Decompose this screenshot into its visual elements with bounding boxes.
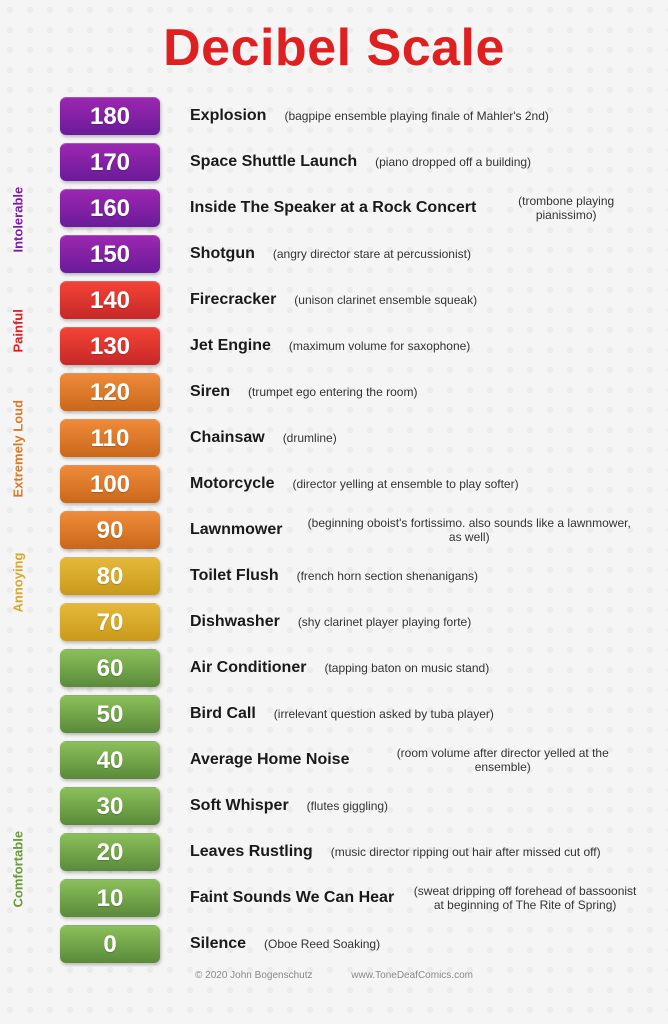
sound-label: Faint Sounds We Can Hear [190,889,394,907]
decibel-badge: 80 [60,557,160,595]
decibel-badge: 90 [60,511,160,549]
sound-label: Firecracker [190,291,276,309]
sound-label: Toilet Flush [190,567,279,585]
joke-text: (beginning oboist's fortissimo. also sou… [300,516,638,545]
category-label: Painful [11,293,26,353]
decibel-row: 150 Shotgun (angry director stare at percu… [60,234,638,274]
joke-text: (drumline) [283,431,337,445]
joke-text: (irrelevant question asked by tuba playe… [274,707,494,721]
footer: © 2020 John Bogenschutz www.ToneDeafComi… [30,970,638,981]
decibel-row: 0 Silence (Oboe Reed Soaking) [60,924,638,964]
sound-label: Inside The Speaker at a Rock Concert [190,199,476,217]
joke-text: (french horn section shenanigans) [297,569,478,583]
decibel-row: 40 Average Home Noise (room volume after d… [60,740,638,780]
decibel-badge: 130 [60,327,160,365]
decibel-row: 70 Dishwasher (shy clarinet player playing… [60,602,638,642]
joke-text: (trumpet ego entering the room) [248,385,417,399]
infographic-container: Decibel Scale Intolerable Painful Extremel… [0,0,668,991]
decibel-row: 60 Air Conditioner (tapping baton on music… [60,648,638,688]
decibel-badge: 40 [60,741,160,779]
decibel-row: 90 Lawnmower (beginning oboist's fortissim… [60,510,638,550]
decibel-badge: 180 [60,97,160,135]
copyright-text: © 2020 John Bogenschutz [195,970,312,981]
decibel-badge: 10 [60,879,160,917]
category-label: Annoying [11,553,26,613]
decibel-badge: 50 [60,695,160,733]
sound-label: Average Home Noise [190,751,349,769]
decibel-badge: 30 [60,787,160,825]
joke-text: (angry director stare at percussionist) [273,247,471,261]
decibel-row: 140 Firecracker (unison clarinet ensemble … [60,280,638,320]
decibel-badge: 70 [60,603,160,641]
sound-label: Soft Whisper [190,797,289,815]
decibel-row: 20 Leaves Rustling (music director ripping… [60,832,638,872]
joke-text: (trombone playing pianissimo) [494,194,638,223]
decibel-badge: 20 [60,833,160,871]
decibel-row: 130 Jet Engine (maximum volume for saxopho… [60,326,638,366]
sound-label: Leaves Rustling [190,843,313,861]
joke-text: (maximum volume for saxophone) [289,339,470,353]
joke-text: (flutes giggling) [307,799,388,813]
decibel-row: 80 Toilet Flush (french horn section shena… [60,556,638,596]
joke-text: (unison clarinet ensemble squeak) [294,293,477,307]
sound-label: Silence [190,935,246,953]
sound-label: Siren [190,383,230,401]
joke-text: (tapping baton on music stand) [324,661,489,675]
decibel-row: 120 Siren (trumpet ego entering the room) [60,372,638,412]
category-label: Extremely Loud [11,368,26,498]
category-label: Comfortable [11,658,26,908]
sound-label: Space Shuttle Launch [190,153,357,171]
decibel-badge: 170 [60,143,160,181]
joke-text: (Oboe Reed Soaking) [264,937,380,951]
sound-label: Jet Engine [190,337,271,355]
decibel-row: 110 Chainsaw (drumline) [60,418,638,458]
joke-text: (director yelling at ensemble to play so… [292,477,518,491]
decibel-row: 180 Explosion (bagpipe ensemble playing fi… [60,96,638,136]
joke-text: (room volume after director yelled at th… [367,746,638,775]
sound-label: Air Conditioner [190,659,306,677]
decibel-row: 170 Space Shuttle Launch (piano dropped of… [60,142,638,182]
sound-label: Bird Call [190,705,256,723]
joke-text: (music director ripping out hair after m… [331,845,601,859]
decibel-badge: 100 [60,465,160,503]
decibel-row: 30 Soft Whisper (flutes giggling) [60,786,638,826]
decibel-rows: 180 Explosion (bagpipe ensemble playing fi… [60,96,638,964]
decibel-row: 50 Bird Call (irrelevant question asked by… [60,694,638,734]
sound-label: Dishwasher [190,613,280,631]
decibel-badge: 110 [60,419,160,457]
decibel-badge: 120 [60,373,160,411]
decibel-badge: 0 [60,925,160,963]
site-link: www.ToneDeafComics.com [351,970,473,981]
sound-label: Chainsaw [190,429,265,447]
sound-label: Shotgun [190,245,255,263]
sound-label: Lawnmower [190,521,282,539]
page-title: Decibel Scale [30,18,638,78]
decibel-badge: 150 [60,235,160,273]
sound-label: Motorcycle [190,475,274,493]
joke-text: (sweat dripping off forehead of bassooni… [412,884,638,913]
joke-text: (shy clarinet player playing forte) [298,615,471,629]
decibel-badge: 60 [60,649,160,687]
sound-label: Explosion [190,107,266,125]
decibel-row: 10 Faint Sounds We Can Hear (sweat drippin… [60,878,638,918]
decibel-row: 160 Inside The Speaker at a Rock Concert (… [60,188,638,228]
decibel-row: 100 Motorcycle (director yelling at ensemb… [60,464,638,504]
joke-text: (piano dropped off a building) [375,155,531,169]
category-label: Intolerable [11,123,26,253]
decibel-badge: 160 [60,189,160,227]
decibel-badge: 140 [60,281,160,319]
joke-text: (bagpipe ensemble playing finale of Mahl… [284,109,548,123]
